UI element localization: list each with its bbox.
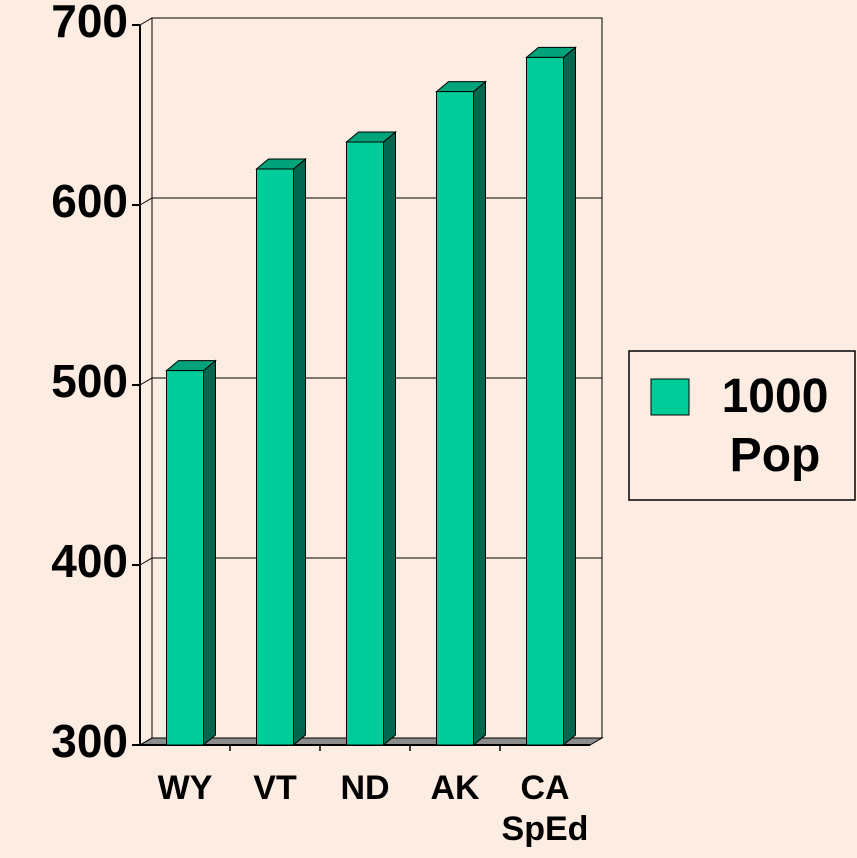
bar-side [203, 359, 216, 747]
y-tick-label: 400 [51, 535, 128, 587]
legend-box [628, 350, 856, 501]
bar-side [563, 46, 576, 747]
x-tick-label: CA SpEd [501, 769, 589, 848]
y-tick-label: 700 [51, 0, 128, 47]
bar [346, 141, 384, 746]
y-tick-label: 300 [51, 715, 128, 767]
y-tick-label: 600 [51, 175, 128, 227]
bar [436, 91, 474, 746]
bar [526, 56, 564, 746]
legend-swatch [650, 378, 690, 416]
grid-line [139, 17, 602, 26]
bar-side [293, 157, 306, 747]
bar-side [383, 130, 396, 747]
x-tick-label: WY [157, 769, 213, 807]
x-tick-label: ND [340, 769, 390, 807]
x-tick-label: AK [430, 769, 480, 807]
bar [256, 168, 294, 746]
bar-side [473, 80, 486, 747]
y-tick-label: 500 [51, 355, 128, 407]
bar [166, 370, 204, 746]
x-tick-label: VT [253, 769, 297, 807]
legend-label: 1000 Pop [721, 370, 829, 482]
